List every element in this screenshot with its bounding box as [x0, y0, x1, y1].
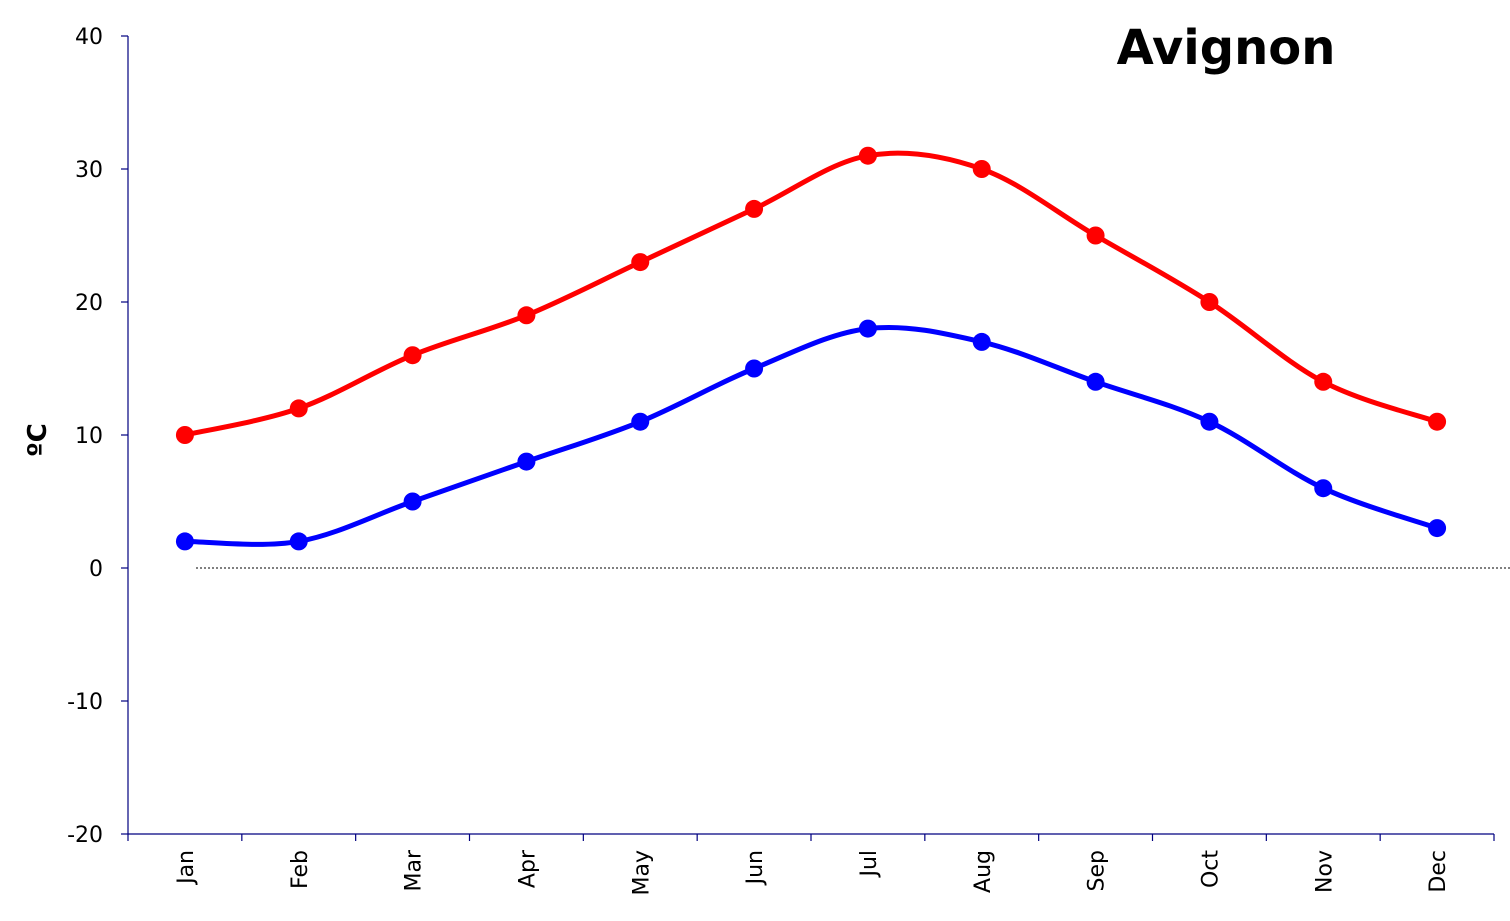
- y-tick-label: 0: [89, 557, 103, 582]
- x-tick-label: Mar: [402, 849, 427, 891]
- y-tick-label: -20: [67, 823, 103, 848]
- series-0: [175, 146, 1447, 444]
- x-tick-label: Dec: [1426, 850, 1451, 893]
- data-point: [289, 532, 308, 551]
- series-line: [184, 324, 1438, 547]
- y-tick-label: 20: [75, 291, 103, 316]
- y-tick-label: -10: [67, 690, 103, 715]
- data-point: [403, 492, 422, 511]
- data-point: [1086, 226, 1105, 245]
- x-tick-label: Nov: [1312, 850, 1337, 893]
- x-axis-ticks: Jan Feb Mar Apr May Jun Jul Aug Sep Oct Nov Dec: [127, 834, 1495, 895]
- data-point: [289, 399, 308, 418]
- data-point: [858, 146, 877, 165]
- y-tick-label: 30: [75, 158, 103, 183]
- chart-title: Avignon: [1117, 20, 1336, 76]
- x-tick-label: Jan: [174, 850, 199, 886]
- x-tick-label: May: [629, 850, 654, 895]
- data-point: [631, 412, 650, 431]
- y-tick-label: 40: [75, 25, 103, 50]
- data-point: [1200, 412, 1219, 431]
- x-tick-label: Apr: [515, 849, 540, 888]
- x-tick-label: Aug: [971, 850, 996, 893]
- x-tick-label: Jul: [857, 850, 882, 879]
- data-point: [1428, 519, 1447, 538]
- data-point: [745, 359, 764, 378]
- data-point: [175, 532, 194, 551]
- data-point: [972, 160, 991, 178]
- data-point: [1428, 412, 1447, 431]
- y-tick-label: 10: [75, 424, 103, 449]
- data-point: [745, 199, 764, 218]
- data-point: [858, 319, 877, 338]
- y-axis-label: ºC: [23, 423, 53, 457]
- data-point: [517, 306, 536, 325]
- data-point: [1200, 293, 1219, 311]
- series-1: [175, 319, 1447, 551]
- data-point: [972, 332, 991, 351]
- x-tick-label: Feb: [288, 850, 313, 889]
- axes: [127, 36, 1510, 835]
- data-point: [1314, 372, 1333, 391]
- x-tick-label: Sep: [1085, 850, 1110, 891]
- x-tick-label: Oct: [1198, 850, 1223, 888]
- y-axis-ticks: -20 -10 0 10 20 30 40: [67, 25, 128, 848]
- x-tick-label: Jun: [743, 850, 768, 886]
- data-point: [631, 253, 650, 272]
- data-point: [175, 426, 194, 444]
- data-point: [517, 452, 536, 471]
- series-line: [184, 150, 1438, 438]
- data-point: [1086, 372, 1105, 391]
- series-layer: [175, 146, 1447, 551]
- data-point: [1314, 479, 1333, 498]
- data-point: [403, 346, 422, 365]
